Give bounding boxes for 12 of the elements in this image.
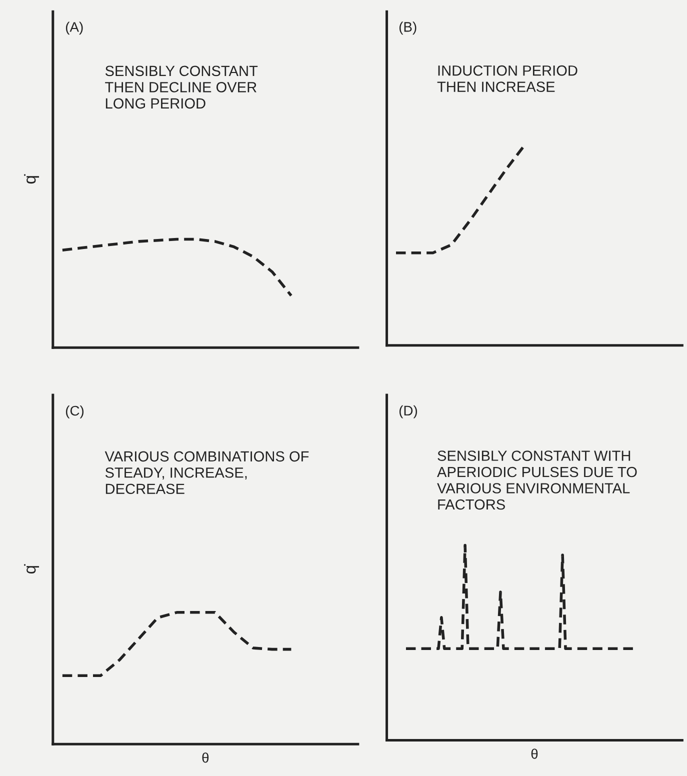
y-axis-title: q̇: [24, 174, 40, 184]
chart-title: (A): [66, 22, 83, 35]
text: VARIOUS COMBINATIONS OF STEADY, INCREASE, DECREASE: [104, 451, 309, 494]
x-axis-title: θ: [531, 748, 538, 759]
y-axis-title: q̇: [24, 564, 40, 574]
chart-title: (D): [399, 405, 418, 418]
x-axis-title: θ: [202, 752, 209, 763]
text: SENSIBLY CONSTANT WITH APERIODIC PULSES DUE TO VARIOUS ENVIRONMENTAL FACTORS: [437, 450, 637, 510]
text: SENSIBLY CONSTANT THEN DECLINE OVER LONG PERIOD: [105, 66, 258, 109]
text: INDUCTION PERIOD THEN INCREASE: [437, 65, 578, 92]
chart-title: (B): [399, 22, 416, 35]
chart-title: (C): [66, 405, 84, 418]
